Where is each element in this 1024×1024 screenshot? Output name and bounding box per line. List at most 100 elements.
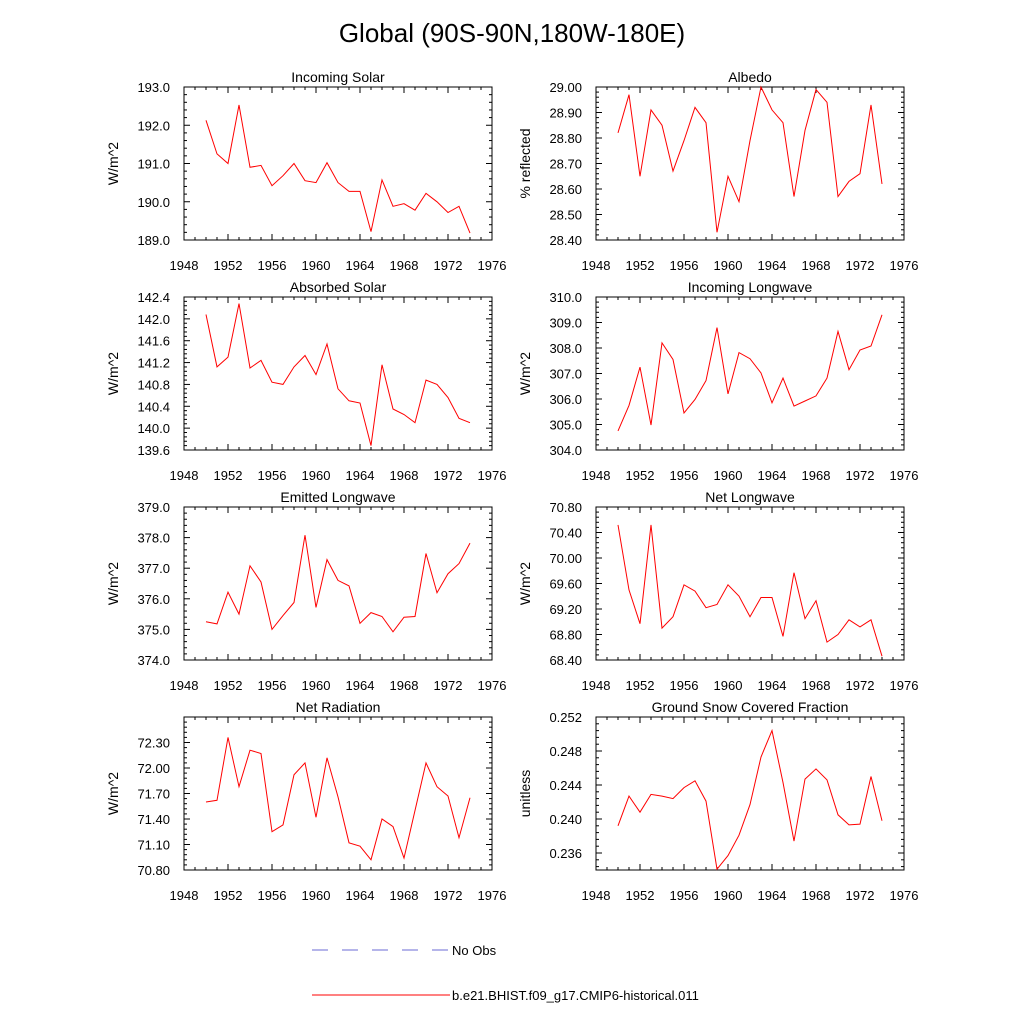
y-tick-label: 28.50 xyxy=(549,208,582,223)
x-tick-label: 1952 xyxy=(626,468,655,483)
panel-title: Net Radiation xyxy=(296,699,381,715)
x-tick-label: 1972 xyxy=(434,258,463,273)
y-tick-label: 70.40 xyxy=(549,526,582,541)
x-tick-label: 1952 xyxy=(214,468,243,483)
y-tick-label: 0.240 xyxy=(549,812,582,827)
y-tick-label: 308.0 xyxy=(549,341,582,356)
y-tick-label: 28.70 xyxy=(549,157,582,172)
x-tick-label: 1960 xyxy=(714,258,743,273)
x-tick-label: 1948 xyxy=(582,468,611,483)
y-tick-label: 192.0 xyxy=(137,118,170,133)
x-tick-label: 1968 xyxy=(390,468,419,483)
y-axis-label: W/m^2 xyxy=(105,142,121,185)
x-tick-label: 1964 xyxy=(758,888,787,903)
y-tick-label: 189.0 xyxy=(137,233,170,248)
y-tick-label: 139.6 xyxy=(137,443,170,458)
x-tick-label: 1972 xyxy=(846,258,875,273)
y-axis-label: W/m^2 xyxy=(105,562,121,605)
x-tick-label: 1972 xyxy=(434,888,463,903)
x-tick-label: 1968 xyxy=(802,258,831,273)
x-tick-label: 1956 xyxy=(670,888,699,903)
x-tick-label: 1948 xyxy=(170,468,199,483)
y-tick-label: 377.0 xyxy=(137,561,170,576)
x-tick-label: 1952 xyxy=(626,678,655,693)
y-tick-label: 68.40 xyxy=(549,653,582,668)
y-tick-label: 141.6 xyxy=(137,334,170,349)
panels: Incoming Solar W/m^2 1948 1952 1956 1960 1964 1… xyxy=(105,69,918,903)
y-tick-label: 72.00 xyxy=(137,761,170,776)
panel-title: Albedo xyxy=(728,69,772,85)
panel-net-radiation: Net Radiation W/m^2 1948 1952 1956 1960 1964 19… xyxy=(105,699,506,903)
panel-absorbed-solar: Absorbed Solar W/m^2 1948 1952 1956 1960 1964 1… xyxy=(105,279,506,483)
x-tick-label: 1960 xyxy=(714,678,743,693)
x-tick-label: 1948 xyxy=(170,678,199,693)
x-tick-label: 1976 xyxy=(890,888,919,903)
panel-incoming-longwave: Incoming Longwave W/m^2 1948 1952 1956 1960 19… xyxy=(517,279,918,483)
y-tick-label: 309.0 xyxy=(549,316,582,331)
y-tick-label: 306.0 xyxy=(549,392,582,407)
x-tick-label: 1964 xyxy=(758,258,787,273)
x-tick-label: 1948 xyxy=(582,258,611,273)
panel-albedo: Albedo % reflected 1948 1952 1956 1960 1964 196… xyxy=(517,69,918,273)
y-tick-label: 71.40 xyxy=(137,812,170,827)
x-tick-label: 1948 xyxy=(170,888,199,903)
y-tick-label: 142.4 xyxy=(137,290,170,305)
x-tick-label: 1964 xyxy=(346,258,375,273)
x-tick-label: 1948 xyxy=(582,888,611,903)
x-tick-label: 1968 xyxy=(802,888,831,903)
y-tick-label: 0.236 xyxy=(549,846,582,861)
y-axis-label: W/m^2 xyxy=(105,352,121,395)
y-tick-label: 140.4 xyxy=(137,399,170,414)
x-tick-label: 1976 xyxy=(890,678,919,693)
y-tick-label: 0.252 xyxy=(549,710,582,725)
y-tick-label: 304.0 xyxy=(549,443,582,458)
y-tick-label: 193.0 xyxy=(137,80,170,95)
y-tick-label: 72.30 xyxy=(137,736,170,751)
y-tick-label: 191.0 xyxy=(137,157,170,172)
y-tick-label: 70.00 xyxy=(549,551,582,566)
series-line-albedo xyxy=(617,85,883,233)
x-tick-label: 1952 xyxy=(214,258,243,273)
x-tick-label: 1952 xyxy=(626,258,655,273)
y-tick-label: 0.248 xyxy=(549,744,582,759)
y-tick-label: 141.2 xyxy=(137,356,170,371)
legend: No Obs b.e21.BHIST.f09_g17.CMIP6-histori… xyxy=(312,943,699,1003)
x-tick-label: 1976 xyxy=(478,468,507,483)
y-tick-label: 71.10 xyxy=(137,838,170,853)
x-tick-label: 1948 xyxy=(170,258,199,273)
series-line-incoming-longwave xyxy=(617,314,883,432)
series-line-net-radiation xyxy=(205,737,471,861)
y-tick-label: 379.0 xyxy=(137,500,170,515)
x-tick-label: 1960 xyxy=(714,468,743,483)
y-tick-label: 142.0 xyxy=(137,312,170,327)
y-tick-label: 28.90 xyxy=(549,106,582,121)
y-tick-label: 28.80 xyxy=(549,131,582,146)
y-tick-label: 69.60 xyxy=(549,577,582,592)
panel-title: Net Longwave xyxy=(705,489,795,505)
x-tick-label: 1964 xyxy=(346,468,375,483)
y-tick-label: 70.80 xyxy=(137,863,170,878)
y-tick-label: 310.0 xyxy=(549,290,582,305)
x-tick-label: 1960 xyxy=(302,888,331,903)
x-tick-label: 1968 xyxy=(390,258,419,273)
series-line-ground-snow-covered-fraction xyxy=(617,728,883,871)
y-tick-label: 376.0 xyxy=(137,592,170,607)
x-tick-label: 1964 xyxy=(346,678,375,693)
y-tick-label: 375.0 xyxy=(137,622,170,637)
x-tick-label: 1956 xyxy=(258,468,287,483)
y-axis-label: W/m^2 xyxy=(105,772,121,815)
x-tick-label: 1964 xyxy=(346,888,375,903)
x-tick-label: 1964 xyxy=(758,678,787,693)
y-tick-label: 70.80 xyxy=(549,500,582,515)
y-tick-label: 71.70 xyxy=(137,787,170,802)
panel-ground-snow-covered-fraction: Ground Snow Covered Fraction unitless 1948… xyxy=(517,699,918,903)
x-tick-label: 1968 xyxy=(802,678,831,693)
x-tick-label: 1952 xyxy=(214,678,243,693)
y-axis-label: W/m^2 xyxy=(517,352,533,395)
y-tick-label: 374.0 xyxy=(137,653,170,668)
panel-title: Incoming Solar xyxy=(291,69,385,85)
series-line-absorbed-solar xyxy=(205,303,471,446)
y-tick-label: 190.0 xyxy=(137,195,170,210)
